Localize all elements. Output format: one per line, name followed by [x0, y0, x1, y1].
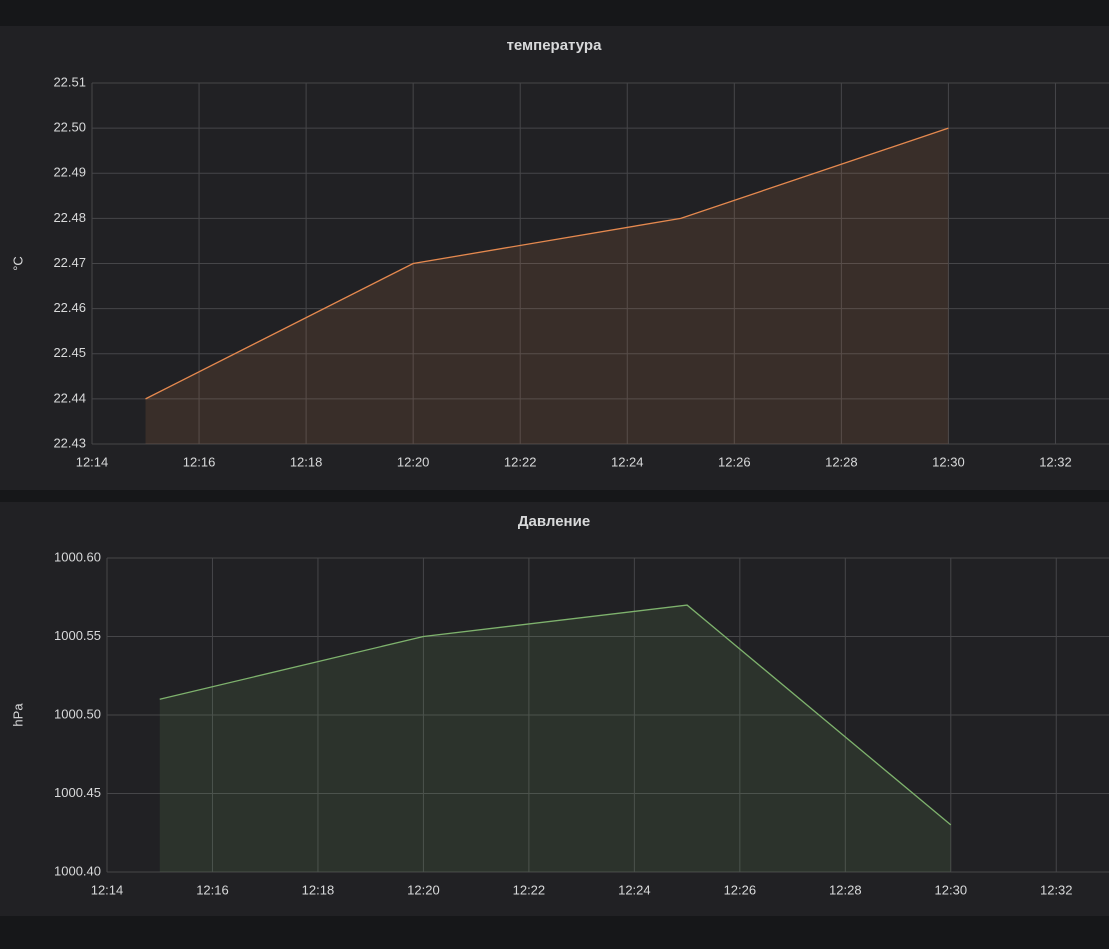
x-tick-label: 12:26: [724, 882, 757, 897]
y-axis-label: °C: [10, 256, 25, 271]
x-tick-label: 12:24: [618, 882, 651, 897]
panel: [0, 502, 1109, 916]
x-tick-label: 12:24: [611, 454, 644, 469]
x-tick-label: 12:14: [91, 882, 124, 897]
x-tick-label: 12:22: [504, 454, 537, 469]
y-tick-label: 1000.45: [54, 785, 101, 800]
x-tick-label: 12:18: [290, 454, 323, 469]
y-tick-label: 22.46: [53, 300, 86, 315]
y-tick-label: 22.43: [53, 435, 86, 450]
x-tick-label: 12:16: [183, 454, 216, 469]
x-tick-label: 12:32: [1040, 882, 1073, 897]
x-tick-label: 12:18: [302, 882, 335, 897]
y-tick-label: 22.51: [53, 74, 86, 89]
x-tick-label: 12:28: [825, 454, 858, 469]
panel: [0, 26, 1109, 490]
x-tick-label: 12:16: [196, 882, 229, 897]
y-tick-label: 1000.55: [54, 628, 101, 643]
x-tick-label: 12:20: [397, 454, 430, 469]
y-tick-label: 1000.50: [54, 706, 101, 721]
x-tick-label: 12:26: [718, 454, 751, 469]
line: [145, 127, 949, 400]
y-tick-label: 22.49: [53, 165, 86, 180]
area: [145, 128, 949, 444]
x-tick-label: 12:30: [935, 882, 968, 897]
y-axis-label: hPa: [10, 703, 25, 727]
y-tick-label: 22.45: [53, 345, 86, 360]
x-tick-label: 12:28: [829, 882, 862, 897]
y-tick-label: 22.48: [53, 210, 86, 225]
y-tick-label: 22.47: [53, 255, 86, 270]
area: [159, 605, 951, 872]
x-tick-label: 12:20: [407, 882, 440, 897]
y-tick-label: 1000.60: [54, 549, 101, 564]
y-tick-label: 1000.40: [54, 863, 101, 878]
panel-title: температура: [507, 37, 603, 54]
x-tick-label: 12:14: [76, 454, 109, 469]
y-tick-label: 22.50: [53, 120, 86, 135]
x-tick-label: 12:22: [513, 882, 546, 897]
panel-title: Давление: [518, 513, 590, 530]
x-tick-label: 12:32: [1039, 454, 1072, 469]
line: [159, 604, 952, 826]
x-tick-label: 12:30: [932, 454, 965, 469]
y-tick-label: 22.44: [53, 390, 86, 405]
